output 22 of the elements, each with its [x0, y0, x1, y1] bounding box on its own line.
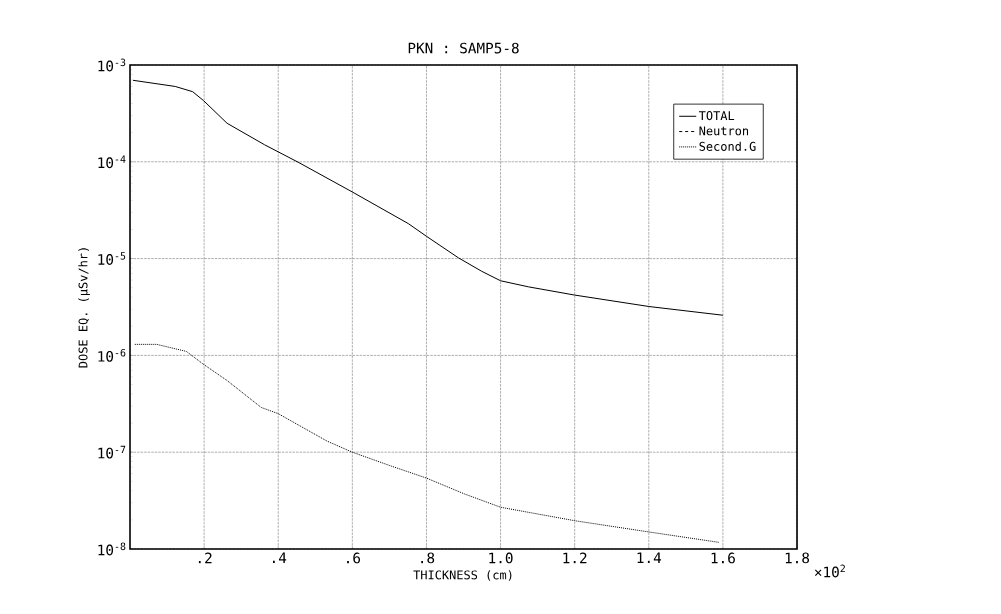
legend-label: Neutron: [699, 126, 749, 136]
x-tick-label: 1.8: [785, 552, 810, 564]
x-tick-label: 1.4: [637, 552, 662, 563]
x-tick-label: 1.0: [489, 552, 513, 564]
x-tick-label: .8: [421, 552, 435, 564]
y-tick-label: 10$^{-5}$: [98, 252, 126, 265]
x-tick-label: 1.2: [563, 552, 587, 564]
legend-label: Second.G: [699, 141, 756, 151]
y-tick-label: 10$^{-3}$: [98, 58, 126, 72]
x-tick-label: .6: [347, 552, 361, 564]
x-tick-label: 1.6: [711, 552, 735, 564]
x-tick-label: .4: [273, 552, 287, 563]
y-tick-label: 10$^{-4}$: [98, 155, 126, 169]
y-axis-title: DOSE EQ. (μSv/hr): [78, 248, 90, 368]
chart-title: PKN : SAMP5-8: [408, 42, 519, 54]
y-tick-label: 10$^{-6}$: [98, 348, 126, 362]
text: ×10$^{2}$: [814, 564, 845, 578]
x-axis-title: THICKNESS (cm): [413, 570, 512, 581]
legend-label: TOTAL: [698, 111, 735, 121]
x-tick-label: .2: [198, 552, 212, 564]
y-tick-label: 10$^{-8}$: [98, 542, 126, 556]
y-tick-label: 10$^{-7}$: [98, 445, 126, 459]
